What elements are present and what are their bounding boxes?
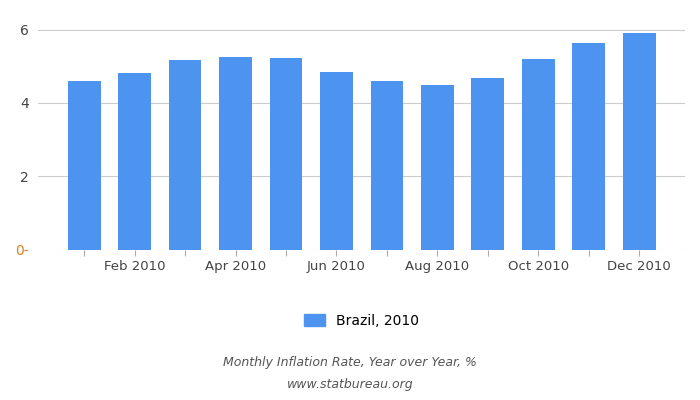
Legend: Brazil, 2010: Brazil, 2010 <box>299 308 425 333</box>
Bar <box>320 72 353 250</box>
Bar <box>118 72 151 250</box>
Bar <box>370 81 403 250</box>
Bar <box>471 78 504 250</box>
Bar <box>219 57 252 250</box>
Text: www.statbureau.org: www.statbureau.org <box>287 378 413 391</box>
Bar <box>522 59 554 250</box>
Bar <box>68 81 101 250</box>
Bar <box>573 43 605 250</box>
Bar <box>169 60 202 250</box>
Bar <box>270 58 302 250</box>
Bar <box>421 85 454 250</box>
Text: Monthly Inflation Rate, Year over Year, %: Monthly Inflation Rate, Year over Year, … <box>223 356 477 369</box>
Bar <box>623 33 656 250</box>
